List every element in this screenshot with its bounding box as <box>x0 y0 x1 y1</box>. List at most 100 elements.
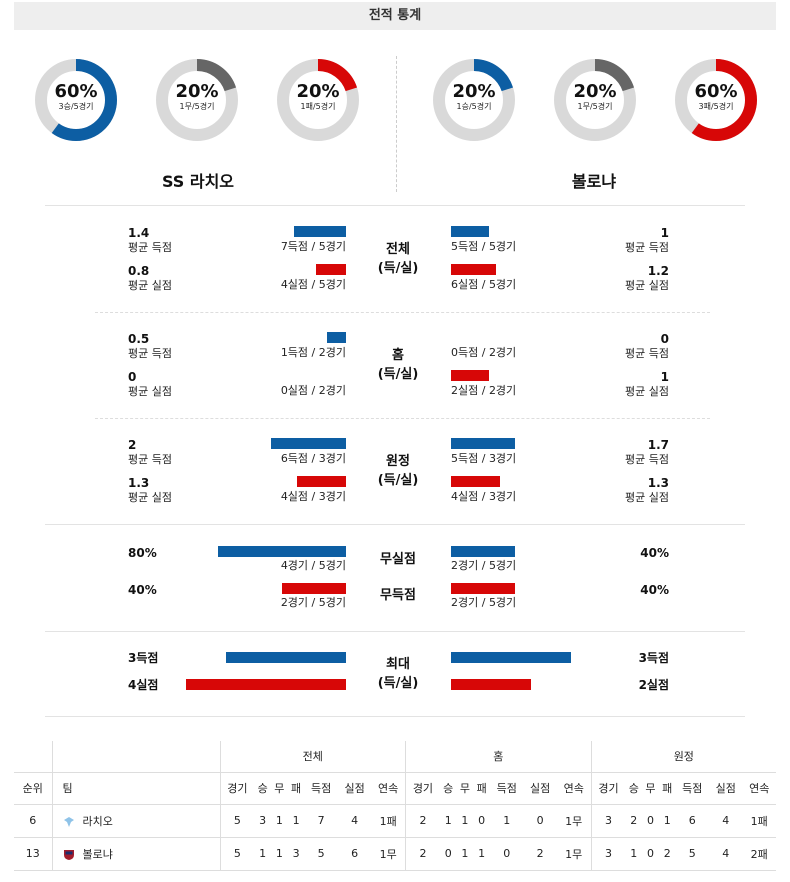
donut-chart: 60% 3패/5경기 <box>674 58 758 142</box>
donut-caption: 1무/5경기 <box>577 102 613 111</box>
stat-value: 1.4 <box>128 226 150 240</box>
standings-table: 전체 홈 원정 순위 팀 경기 승 무 패 득점 실점 연속 경기 승 무 패 득점 실점 연속 경기 승 무 패… <box>14 741 776 871</box>
section-label: 최대 (득/실) <box>368 655 428 693</box>
stat-label: 평균 실점 <box>128 279 172 292</box>
section-label: 전체 (득/실) <box>368 240 428 278</box>
donut-percent: 60% <box>54 81 98 102</box>
stat-caption: 6실점 / 5경기 <box>451 278 517 291</box>
stat-label: 평균 득점 <box>625 241 669 254</box>
donut-caption: 3패/5경기 <box>698 102 734 111</box>
stat-cell: 0 <box>489 837 524 871</box>
section-title: 전적 통계 <box>14 2 776 30</box>
donut-arc <box>35 59 117 141</box>
stat-bar <box>327 332 346 343</box>
stat-cell: 2패 <box>742 837 776 871</box>
donut-percent: 60% <box>694 81 738 102</box>
stat-bar <box>451 370 489 381</box>
stat-bar <box>293 226 346 237</box>
clean-caption: 4경기 / 5경기 <box>280 559 346 572</box>
stat-label: 평균 득점 <box>128 347 172 360</box>
max-bar <box>226 652 346 663</box>
team-cell[interactable]: 볼로냐 <box>51 837 220 871</box>
rank-cell: 13 <box>14 837 52 871</box>
clean-caption: 2경기 / 5경기 <box>280 596 346 609</box>
group-away: 원정 <box>590 741 776 773</box>
donut-caption: 3승/5경기 <box>58 102 94 111</box>
rank-header: 순위 <box>14 772 52 805</box>
col-header: 무 <box>642 772 659 805</box>
stat-caption: 4실점 / 3경기 <box>280 490 346 503</box>
stat-label: 평균 실점 <box>128 385 172 398</box>
max-value: 4실점 <box>128 678 159 692</box>
donut-chart: 20% 1무/5경기 <box>553 58 637 142</box>
divider <box>45 524 745 525</box>
group-all: 전체 <box>219 741 406 773</box>
stat-label: 평균 실점 <box>625 491 669 504</box>
stat-cell: 1 <box>270 837 288 871</box>
col-header: 무 <box>456 772 474 805</box>
away-team-name: 볼로냐 <box>571 172 617 191</box>
stat-label: 평균 득점 <box>128 241 172 254</box>
stat-cell: 4 <box>337 804 372 838</box>
max-bar <box>451 652 571 663</box>
stat-cell: 1 <box>287 804 305 838</box>
col-header: 실점 <box>523 772 557 805</box>
stat-cell: 0 <box>439 837 457 871</box>
clean-value: 80% <box>128 546 157 560</box>
stat-cell: 5 <box>219 837 255 871</box>
col-header: 연속 <box>556 772 592 805</box>
stat-value: 0.5 <box>128 332 150 346</box>
donut-arc <box>554 59 636 141</box>
donut-caption: 1패/5경기 <box>300 102 336 111</box>
stat-cell: 2 <box>405 837 440 871</box>
stat-label: 평균 실점 <box>625 279 669 292</box>
col-header: 득점 <box>489 772 524 805</box>
stat-caption: 4실점 / 3경기 <box>451 490 517 503</box>
stat-cell: 1 <box>625 837 643 871</box>
stat-cell: 2 <box>523 837 557 871</box>
max-value: 3득점 <box>638 651 669 665</box>
col-header: 승 <box>625 772 643 805</box>
stat-caption: 2실점 / 2경기 <box>451 384 517 397</box>
stat-cell: 0 <box>642 804 659 838</box>
stat-value: 1.7 <box>647 438 669 452</box>
stat-caption: 0실점 / 2경기 <box>280 384 346 397</box>
clean-bar <box>451 583 515 594</box>
stat-label: 평균 실점 <box>625 385 669 398</box>
stat-caption: 4실점 / 5경기 <box>280 278 346 291</box>
stat-cell: 5 <box>304 837 338 871</box>
max-bar <box>451 679 531 690</box>
stat-label: 평균 득점 <box>625 347 669 360</box>
stat-cell: 0 <box>523 804 557 838</box>
stat-cell: 1 <box>473 837 490 871</box>
stat-bar <box>297 476 346 487</box>
label-line: 전체 <box>386 242 410 257</box>
clean-label: 무득점 <box>380 588 416 603</box>
team-header: 팀 <box>51 772 220 805</box>
stat-bar <box>316 264 346 275</box>
clean-bar <box>451 546 515 557</box>
donut-percent: 20% <box>296 81 340 102</box>
donut-percent: 20% <box>573 81 617 102</box>
stat-cell: 1 <box>658 804 676 838</box>
max-value: 3득점 <box>128 651 159 665</box>
team-cell[interactable]: 라치오 <box>51 804 220 838</box>
divider <box>45 631 745 632</box>
stat-bar <box>271 438 346 449</box>
label-line: (득/실) <box>377 676 419 691</box>
clean-value: 40% <box>128 583 157 597</box>
stat-label: 평균 득점 <box>625 453 669 466</box>
stat-cell: 1 <box>456 837 474 871</box>
clean-caption: 2경기 / 5경기 <box>451 596 517 609</box>
clean-caption: 2경기 / 5경기 <box>451 559 517 572</box>
divider <box>95 312 710 313</box>
divider <box>45 716 745 717</box>
stat-cell: 4 <box>708 804 743 838</box>
stat-cell: 6 <box>337 837 372 871</box>
clean-value: 40% <box>640 583 669 597</box>
label-line: (득/실) <box>377 367 419 382</box>
team-name: 라치오 <box>82 814 113 828</box>
stat-cell: 5 <box>219 804 255 838</box>
col-header: 득점 <box>675 772 709 805</box>
stat-cell: 1 <box>456 804 474 838</box>
